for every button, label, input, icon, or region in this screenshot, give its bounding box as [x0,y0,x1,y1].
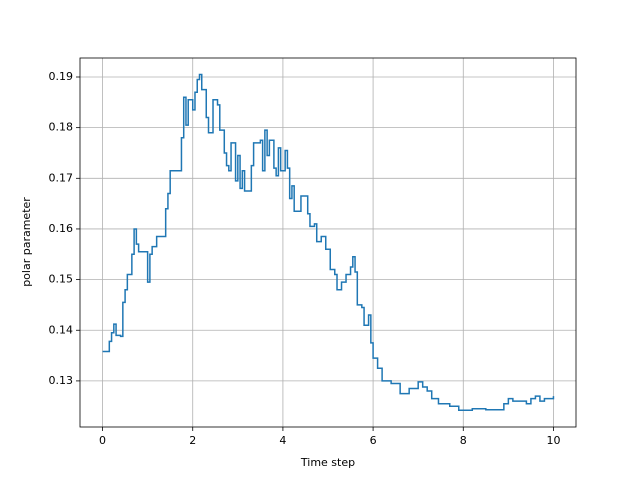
y-tick-label: 0.18 [49,121,74,134]
y-tick-label: 0.13 [49,374,74,387]
y-tick-label: 0.19 [49,70,74,83]
y-tick-label: 0.16 [49,222,74,235]
y-tick-label: 0.17 [49,171,74,184]
x-tick-label: 10 [546,434,560,447]
x-tick-label: 8 [460,434,467,447]
x-tick-label: 2 [189,434,196,447]
y-tick-label: 0.14 [49,323,74,336]
plot-frame [79,57,577,428]
data-line [102,73,555,412]
y-axis-label: polar parameter [20,197,33,287]
y-tick-label: 0.15 [49,273,74,286]
x-axis-label: Time step [300,456,355,469]
x-tick-label: 4 [279,434,286,447]
x-tick-label: 0 [99,434,106,447]
x-tick-label: 6 [370,434,377,447]
